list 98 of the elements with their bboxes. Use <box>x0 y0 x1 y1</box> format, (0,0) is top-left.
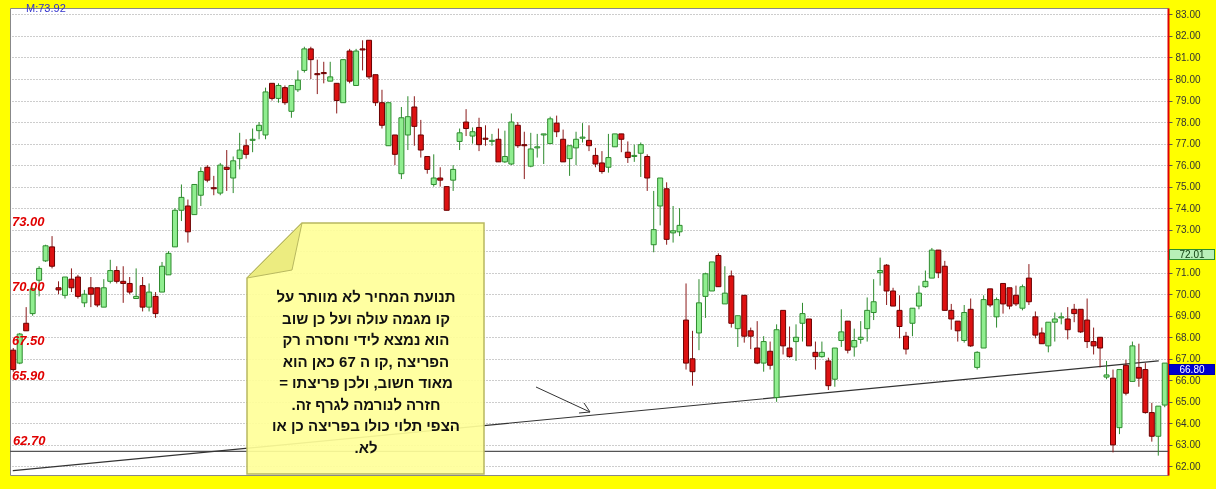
candlestick <box>1064 306 1071 340</box>
annotation: 65.90 <box>12 368 45 383</box>
candlestick <box>987 288 994 308</box>
y-tick-label: 63.00 <box>1175 439 1201 451</box>
annotation: תנועת המחיר לא מוותר על קו מגמה עולה ועל כן שוב הוא נמצא לידי וחסרה רק הפריצה ,קו ה 67 כאן הוא מאוד חשוב, ולכן פריצתו = חזרה לנורמה לגרף זה. הצפי תלוי כולו בפריצה כן או לא. <box>271 287 461 458</box>
candlestick <box>488 133 495 147</box>
candlestick <box>230 155 237 194</box>
y-tick-label: 80.00 <box>1175 73 1201 85</box>
candlestick <box>249 128 256 153</box>
candlestick <box>767 341 774 371</box>
candlestick <box>463 108 470 137</box>
candlestick <box>812 341 819 371</box>
candlestick <box>760 335 767 373</box>
y-tick-label: 71.00 <box>1175 267 1201 279</box>
candlestick <box>210 175 217 196</box>
candlestick <box>411 95 418 147</box>
y-tick-label: 79.00 <box>1175 95 1201 107</box>
candlestick <box>107 259 114 284</box>
y-tick-label: 65.00 <box>1175 396 1201 408</box>
candlestick <box>650 190 657 253</box>
candlestick <box>152 291 159 319</box>
candlestick <box>851 328 858 358</box>
candlestick <box>450 164 457 192</box>
candlestick <box>560 129 567 163</box>
candlestick <box>243 138 250 160</box>
candlestick <box>307 46 314 80</box>
candlestick <box>786 326 793 359</box>
candlestick <box>644 153 651 192</box>
annotation: 70.00 <box>12 279 45 294</box>
candlestick <box>624 140 631 164</box>
candlestick <box>100 278 107 308</box>
candlestick <box>877 257 884 287</box>
ref-line-label: 62.70 <box>13 433 47 449</box>
candlestick <box>139 276 146 312</box>
candlestick <box>23 306 30 332</box>
candlestick <box>902 331 909 355</box>
candlestick <box>974 350 981 371</box>
candlestick <box>909 307 916 337</box>
annotation: M:73.92 <box>26 2 66 14</box>
y-tick-label: 83.00 <box>1175 8 1201 20</box>
annotation: 73.00 <box>12 214 45 229</box>
y-tick-label: 81.00 <box>1175 52 1201 63</box>
y-tick-label: 67.00 <box>1175 353 1201 365</box>
candlestick <box>223 149 230 192</box>
y-tick-label: 78.00 <box>1175 116 1201 128</box>
candlestick <box>857 320 864 345</box>
candlestick <box>993 296 1000 329</box>
y-tick-label: 66.00 <box>1175 374 1201 386</box>
candlestick <box>618 133 625 153</box>
candlestick <box>443 186 450 211</box>
candlestick <box>61 276 68 300</box>
y-tick-label: 75.00 <box>1175 181 1201 193</box>
candlestick <box>1025 263 1032 306</box>
candlestick <box>10 347 17 373</box>
candlestick <box>793 323 800 362</box>
y-tick-label: 69.00 <box>1175 310 1201 322</box>
y-tick-label: 77.00 <box>1175 138 1201 150</box>
candlestick <box>275 82 282 104</box>
y-tick-label: 62.00 <box>1175 460 1201 472</box>
candlestick <box>605 133 612 174</box>
y-tick-label: 64.00 <box>1175 417 1201 429</box>
candlestick <box>954 320 961 343</box>
candlestick <box>333 82 340 114</box>
candlestick <box>391 134 398 166</box>
candlestick <box>721 265 728 305</box>
candlestick <box>1019 284 1026 311</box>
y-tick-label: 76.00 <box>1175 159 1201 171</box>
candlestick <box>281 84 288 106</box>
y-tick-label: 70.00 <box>1175 288 1201 300</box>
candlestick <box>896 294 903 339</box>
text: 66.80 <box>1169 364 1215 375</box>
candlestick <box>586 124 592 152</box>
candlestick <box>495 128 502 163</box>
candlestick <box>236 132 243 170</box>
candlestick <box>818 341 825 359</box>
y-tick-label: 82.00 <box>1175 30 1201 42</box>
candlestick <box>49 235 56 269</box>
candlestick <box>637 142 644 178</box>
candlestick <box>553 115 560 138</box>
text: 72.01 <box>1169 249 1215 260</box>
candlestick <box>437 166 444 188</box>
candlestick <box>915 285 922 310</box>
candlestick <box>754 320 761 365</box>
candlestick <box>327 61 334 82</box>
candlestick <box>799 302 806 343</box>
candlestick <box>146 282 153 312</box>
y-tick-label: 68.00 <box>1175 331 1201 343</box>
candlestick <box>456 128 463 151</box>
candlestick <box>301 46 308 74</box>
y-tick-label: 74.00 <box>1175 202 1201 214</box>
candlestick <box>417 119 424 159</box>
y-tick-label: 73.00 <box>1175 224 1201 236</box>
candlestick <box>838 308 845 348</box>
candlestick <box>734 315 741 348</box>
candlestick <box>133 267 140 300</box>
candlestick <box>1103 360 1110 380</box>
candlestick <box>430 153 437 188</box>
candlestick <box>579 122 586 143</box>
